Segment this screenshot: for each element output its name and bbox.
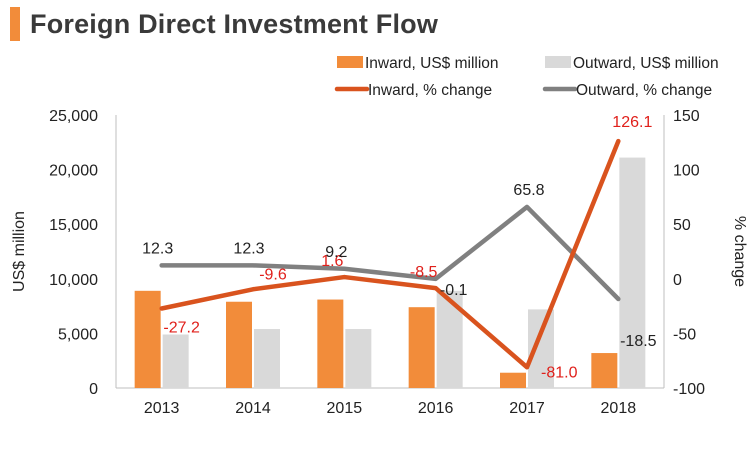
inward-change-line (159, 138, 621, 370)
chart-title: Foreign Direct Investment Flow (30, 9, 439, 39)
y2-tick-label: 50 (673, 217, 691, 234)
inward-change-label: -8.5 (410, 264, 438, 281)
inward-bar (591, 353, 618, 388)
x-tick-label: 2017 (509, 400, 545, 417)
inward-change-label: 1.6 (321, 253, 343, 270)
outward-change-label: 65.8 (513, 182, 544, 199)
y2-tick-label: 150 (673, 108, 700, 125)
y-tick-label: 10,000 (49, 272, 98, 289)
y2-tick-label: -100 (673, 381, 705, 398)
legend-inward-bar-label: Inward, US$ million (365, 55, 499, 72)
outward-change-label: -0.1 (440, 282, 468, 299)
legend-outward-bar-label: Outward, US$ million (573, 55, 719, 72)
inward-change-label: -27.2 (163, 320, 200, 337)
y2-tick-label: 0 (673, 272, 682, 289)
x-tick-label: 2018 (601, 400, 637, 417)
legend-outward-line-label: Outward, % change (576, 82, 712, 99)
inward-bar (500, 372, 526, 388)
y2-axis-title: % change (731, 216, 748, 287)
y2-tick-label: 100 (673, 163, 700, 180)
inward-bar (317, 299, 344, 388)
outward-change-line (159, 204, 621, 302)
inward-change-label: 126.1 (612, 114, 652, 131)
outward-change-label: -18.5 (620, 333, 657, 350)
inward-bar (226, 301, 252, 388)
x-tick-label: 2014 (235, 400, 271, 417)
outward-bar (162, 334, 189, 388)
outward-change-label: 9.2 (325, 244, 347, 261)
outward-bar (254, 329, 280, 388)
y-axis-title: US$ million (11, 211, 28, 292)
inward-change-label: -81.0 (541, 364, 578, 381)
y-tick-label: 15,000 (49, 217, 98, 234)
inward-bar (408, 307, 435, 388)
title-accent-bar (10, 7, 20, 41)
y-tick-label: 0 (89, 381, 98, 398)
y-tick-label: 25,000 (49, 108, 98, 125)
x-tick-label: 2013 (144, 400, 180, 417)
inward-change-label: -9.6 (259, 266, 287, 283)
y2-tick-label: -50 (673, 326, 696, 343)
legend-inward-line-label: Inward, % change (368, 82, 492, 99)
x-tick-label: 2016 (418, 400, 454, 417)
legend-outward-bar-swatch (545, 56, 571, 68)
inward-bar (134, 290, 161, 388)
legend-inward-bar-swatch (337, 56, 363, 68)
y-tick-label: 5,000 (58, 326, 98, 343)
outward-bar (619, 157, 646, 388)
x-tick-label: 2015 (327, 400, 363, 417)
outward-change-label: 12.3 (233, 240, 264, 257)
outward-change-label: 12.3 (142, 240, 173, 257)
outward-bar (345, 329, 372, 388)
y-tick-label: 20,000 (49, 163, 98, 180)
